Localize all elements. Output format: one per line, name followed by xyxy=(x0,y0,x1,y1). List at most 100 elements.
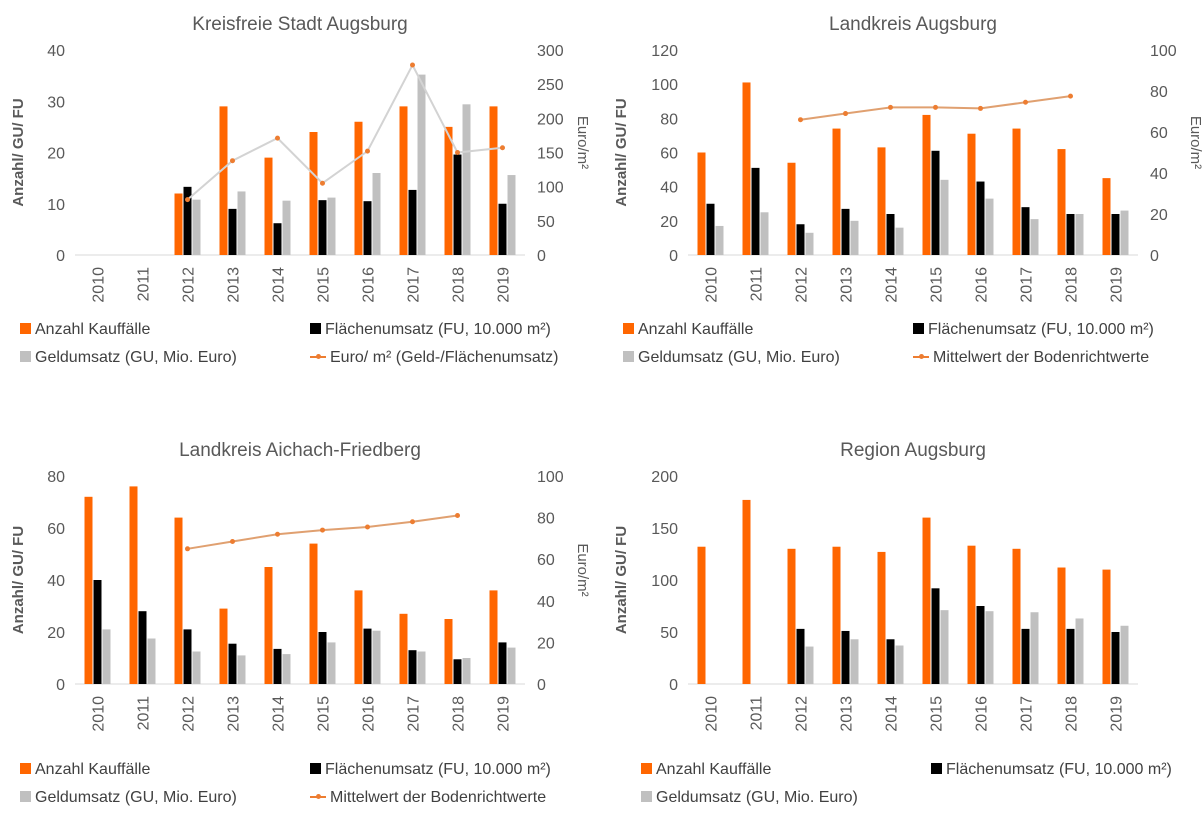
y-axis-label: Anzahl/ GU/ FU xyxy=(613,526,630,634)
bar-flaeche-2012 xyxy=(183,629,192,684)
x-tick-label: 2011 xyxy=(136,267,153,302)
legend-swatch xyxy=(20,763,31,774)
y-tick-label: 80 xyxy=(47,469,65,486)
bar-geld-2014 xyxy=(895,227,904,255)
y-tick-label: 100 xyxy=(651,77,678,94)
legend-label: Geldumsatz (GU, Mio. Euro) xyxy=(656,789,858,806)
x-tick-label: 2014 xyxy=(884,267,901,303)
x-tick-label: 2013 xyxy=(226,267,243,303)
bar-flaeche-2017 xyxy=(408,189,417,255)
x-tick-label: 2015 xyxy=(929,696,946,732)
bar-geld-2015 xyxy=(327,642,336,684)
bar-geld-2019 xyxy=(507,647,516,684)
line-marker xyxy=(275,531,280,537)
bar-flaeche-2013 xyxy=(841,208,850,255)
bar-flaeche-2016 xyxy=(976,181,985,255)
bar-kauf-2013 xyxy=(219,106,228,255)
bar-geld-2012 xyxy=(805,646,814,684)
x-tick-label: 2015 xyxy=(316,267,333,303)
y-axis-label: Anzahl/ GU/ FU xyxy=(613,98,630,206)
legend-swatch xyxy=(931,763,942,774)
y-tick-label: 40 xyxy=(47,573,65,590)
bar-flaeche-2011 xyxy=(751,167,760,255)
bar-flaeche-2012 xyxy=(796,224,805,255)
y2-axis-label: Euro/m² xyxy=(574,116,591,169)
y-tick-label: 120 xyxy=(651,43,678,60)
bar-geld-2016 xyxy=(985,611,994,684)
x-tick-label: 2012 xyxy=(181,267,198,303)
bar-flaeche-2016 xyxy=(363,628,372,684)
y-tick-label: 150 xyxy=(651,521,678,538)
x-tick-label: 2014 xyxy=(271,696,288,732)
bar-flaeche-2014 xyxy=(886,639,895,684)
bar-flaeche-2016 xyxy=(363,201,372,255)
bar-flaeche-2018 xyxy=(453,154,462,255)
chart-title: Region Augsburg xyxy=(840,440,986,461)
bar-flaeche-2015 xyxy=(318,200,327,255)
line-marker xyxy=(230,539,235,545)
legend-item: Geldumsatz (GU, Mio. Euro) xyxy=(623,348,840,368)
x-tick-label: 2015 xyxy=(316,696,333,732)
legend-label: Geldumsatz (GU, Mio. Euro) xyxy=(35,349,237,366)
x-tick-label: 2014 xyxy=(271,267,288,303)
bar-kauf-2015 xyxy=(922,114,931,256)
line-marker xyxy=(230,158,235,164)
x-tick-label: 2017 xyxy=(1019,267,1036,303)
x-tick-label: 2013 xyxy=(226,696,243,732)
legend-item: Flächenumsatz (FU, 10.000 m²) xyxy=(931,760,1172,780)
chart-svg: Landkreis Augsburg Anzahl/ GU/ FU 0 20 40 60 8… xyxy=(613,14,1203,303)
bar-flaeche-2013 xyxy=(228,643,237,684)
line-marker xyxy=(798,117,803,123)
bar-kauf-2016 xyxy=(967,545,976,684)
bar-kauf-2010 xyxy=(697,152,706,255)
legend-item: Mittelwert der Bodenrichtwerte xyxy=(913,348,1149,368)
bar-kauf-2018 xyxy=(444,126,453,255)
bar-flaeche-2019 xyxy=(498,642,507,684)
bar-geld-2014 xyxy=(282,200,291,255)
legend-swatch xyxy=(20,351,31,362)
line-marker xyxy=(410,519,415,525)
y-tick-label: 20 xyxy=(660,214,678,231)
x-tick-label: 2013 xyxy=(839,696,856,732)
chart-panel-region-augsburg: Region Augsburg Anzahl/ GU/ FU 0 50 100 150 20… xyxy=(603,428,1203,828)
legend-label: Anzahl Kauffälle xyxy=(35,321,151,338)
bar-geld-2015 xyxy=(940,610,949,684)
bar-kauf-2016 xyxy=(354,121,363,255)
y-tick-label: 200 xyxy=(651,469,678,486)
y2-tick-label: 300 xyxy=(537,43,564,60)
bar-kauf-2014 xyxy=(877,551,886,684)
bar-flaeche-2010 xyxy=(93,580,102,684)
bar-flaeche-2018 xyxy=(1066,214,1075,255)
bar-kauf-2011 xyxy=(742,82,751,255)
legend-label: Mittelwert der Bodenrichtwerte xyxy=(330,789,547,806)
legend-label: Mittelwert der Bodenrichtwerte xyxy=(933,349,1150,366)
bar-kauf-2016 xyxy=(967,133,976,255)
x-tick-label: 2014 xyxy=(884,696,901,732)
bar-flaeche-2013 xyxy=(228,208,237,255)
y-tick-label: 20 xyxy=(47,625,65,642)
x-tick-label: 2013 xyxy=(839,267,856,303)
bar-geld-2018 xyxy=(462,104,471,255)
bar-kauf-2018 xyxy=(1057,149,1066,255)
y2-tick-label: 40 xyxy=(537,594,555,611)
legend-item: Geldumsatz (GU, Mio. Euro) xyxy=(20,788,237,808)
y2-tick-label: 20 xyxy=(1150,207,1168,224)
bar-kauf-2014 xyxy=(264,567,273,684)
legend-item: Geldumsatz (GU, Mio. Euro) xyxy=(641,788,858,808)
x-tick-label: 2011 xyxy=(749,267,766,302)
y-tick-label: 10 xyxy=(47,197,65,214)
y-tick-label: 80 xyxy=(660,111,678,128)
line-marker xyxy=(455,513,460,519)
y-tick-label: 40 xyxy=(660,180,678,197)
x-tick-label: 2018 xyxy=(451,696,468,732)
legend-label: Anzahl Kauffälle xyxy=(638,321,754,338)
bar-kauf-2010 xyxy=(697,546,706,684)
legend-swatch xyxy=(310,794,326,799)
bar-kauf-2011 xyxy=(129,486,138,684)
y2-tick-label: 0 xyxy=(1150,248,1159,265)
chart-title: Landkreis Augsburg xyxy=(829,14,997,35)
y2-tick-label: 0 xyxy=(537,248,546,265)
bar-geld-2016 xyxy=(372,630,381,684)
bar-flaeche-2017 xyxy=(1021,207,1030,255)
bar-geld-2012 xyxy=(805,232,814,255)
